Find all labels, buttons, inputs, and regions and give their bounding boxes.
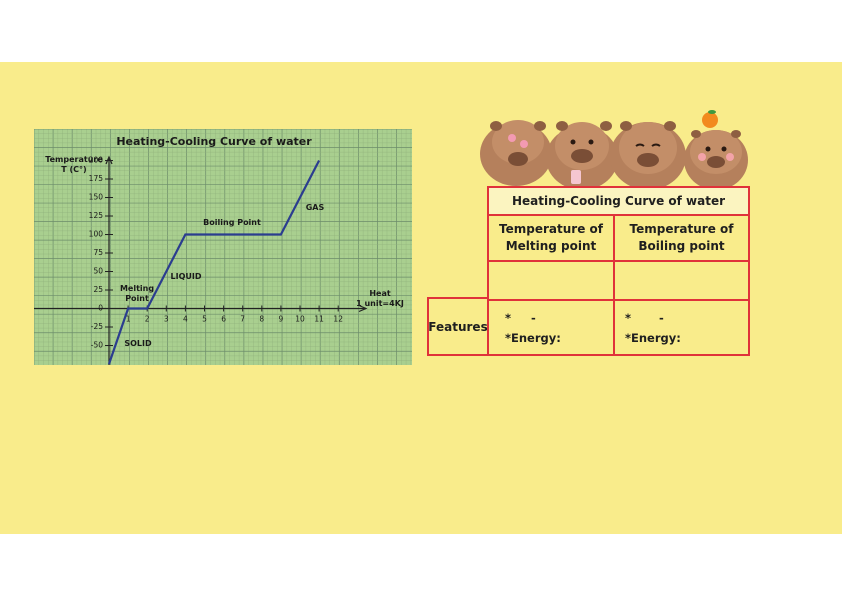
annotation-melting-line1: Melting — [120, 284, 154, 293]
x-axis-label-line1: Heat — [369, 289, 391, 298]
table-title: Heating-Cooling Curve of water — [487, 186, 750, 216]
features-label: Features — [428, 319, 488, 334]
y-axis-label-line1: Temperature — [45, 155, 103, 164]
table-title-text: Heating-Cooling Curve of water — [511, 194, 726, 208]
heating-curve-line — [107, 159, 321, 365]
y-tick-label: -50 — [91, 341, 103, 350]
header-melting-line2: Melting point — [505, 239, 597, 253]
chart-grid — [34, 129, 412, 365]
y-tick-label: 100 — [89, 230, 104, 239]
x-tick-label: 5 — [202, 315, 207, 324]
y-tick-label: 50 — [93, 267, 103, 276]
table-header-boiling: Temperature of Boiling point — [613, 214, 750, 262]
annotation-gas: GAS — [306, 203, 325, 212]
y-tick-label: 150 — [89, 193, 104, 202]
heating-cooling-chart: Heating-Cooling Curve of water Temperatu… — [34, 129, 412, 365]
capybara-group-icon — [478, 104, 751, 188]
chart-axes — [34, 155, 368, 365]
x-tick-label: 2 — [145, 315, 150, 324]
table-empty-cell-2 — [613, 260, 750, 301]
y-axis-arrow — [105, 155, 113, 165]
annotation-liquid: LIQUID — [171, 272, 202, 281]
header-boiling-line1: Temperature of — [629, 222, 734, 236]
features-melting-cell: * - *Energy: — [487, 299, 615, 356]
x-tick-label: 11 — [314, 315, 324, 324]
table-header-melting: Temperature of Melting point — [487, 214, 615, 262]
x-tick-label: 8 — [259, 315, 264, 324]
x-tick-label: 4 — [183, 315, 188, 324]
header-melting-line1: Temperature of — [499, 222, 603, 236]
y-tick-label: 75 — [93, 248, 103, 257]
y-tick-label: -25 — [91, 322, 103, 331]
y-tick-label: 125 — [89, 211, 104, 220]
boiling-feature-line1: * - — [625, 310, 664, 325]
header-boiling-line2: Boiling point — [638, 239, 725, 253]
x-tick-label: 1 — [126, 315, 131, 324]
melting-feature-line1: * - — [505, 310, 536, 325]
melting-feature-energy: *Energy: — [505, 330, 561, 345]
x-axis-label-line2: 1 unit=4KJ — [356, 299, 404, 308]
y-axis-label-line2: T (C°) — [61, 165, 86, 174]
features-boiling-cell: * - *Energy: — [613, 299, 750, 356]
y-tick-label: 0 — [98, 304, 103, 313]
boiling-feature-energy: *Energy: — [625, 330, 681, 345]
y-tick-label: 200 — [89, 156, 104, 165]
x-tick-label: 10 — [295, 315, 305, 324]
x-axis-arrow — [358, 304, 368, 313]
annotation-solid: SOLID — [124, 339, 152, 348]
chart-ticks: 1 2 3 4 5 6 7 8 9 10 11 122001751501251007550250-25… — [89, 156, 344, 350]
x-tick-label: 12 — [333, 315, 343, 324]
y-tick-label: 175 — [89, 174, 104, 183]
x-tick-label: 3 — [164, 315, 169, 324]
table-empty-cell-1 — [487, 260, 615, 301]
annotation-boiling: Boiling Point — [203, 218, 261, 227]
x-tick-label: 6 — [221, 315, 226, 324]
x-tick-label: 7 — [240, 315, 245, 324]
chart-title: Heating-Cooling Curve of water — [116, 135, 312, 148]
x-tick-label: 9 — [279, 315, 284, 324]
y-tick-label: 25 — [93, 285, 103, 294]
chart-background — [34, 129, 412, 365]
features-label-cell: Features — [427, 297, 489, 356]
annotation-melting-line2: Point — [125, 294, 149, 303]
